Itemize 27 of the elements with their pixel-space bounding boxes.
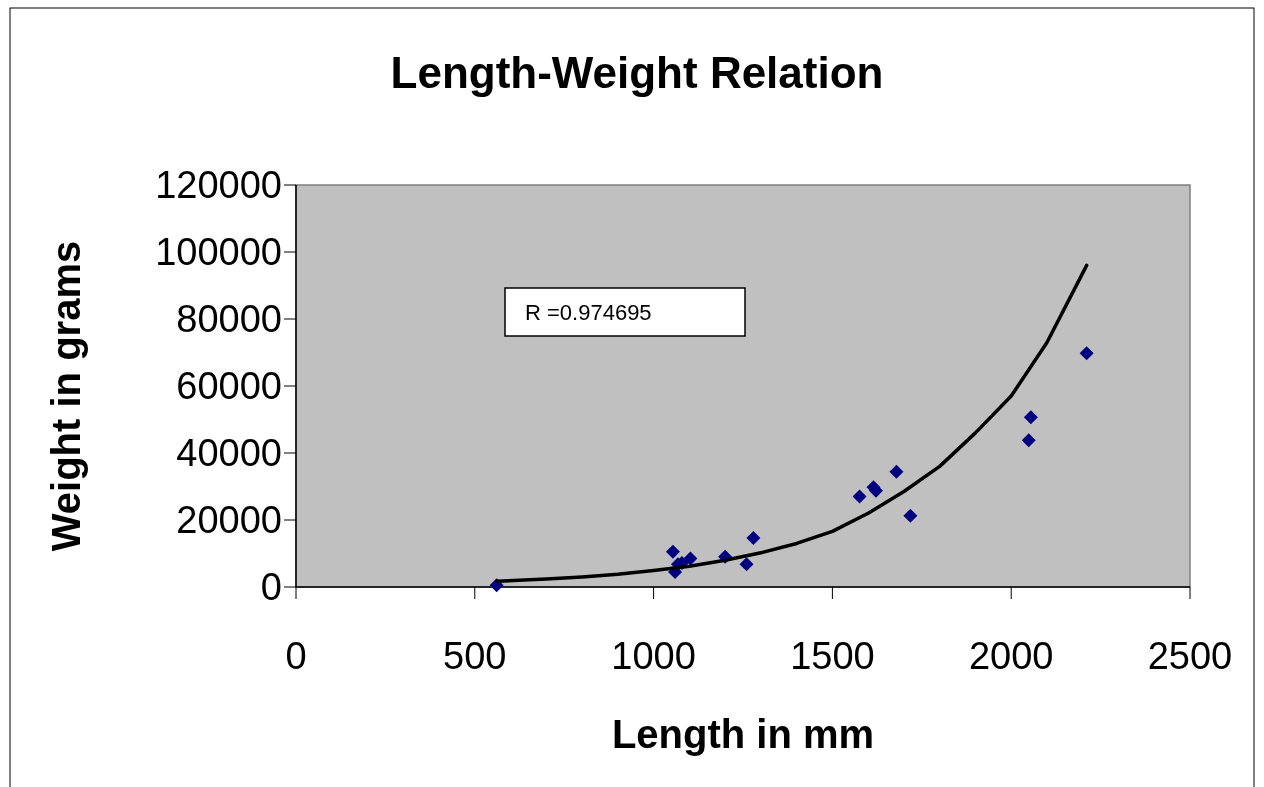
point: [889, 464, 904, 479]
x-tick-label: 1000: [611, 635, 696, 677]
text-box: R =0.974695: [504, 287, 746, 337]
y-tick-label: 60000: [176, 365, 282, 408]
y-tick-label: 20000: [176, 499, 282, 542]
point: [665, 544, 680, 559]
x-tick-label: 2000: [968, 635, 1054, 677]
point: [746, 531, 761, 546]
x-tick-label: 1500: [790, 635, 875, 677]
point: [1023, 410, 1038, 425]
y-tick-label: 40000: [176, 432, 282, 475]
point: [903, 508, 918, 523]
point: [683, 551, 698, 566]
chart-title: Length-Weight Relation: [390, 48, 884, 97]
y-tick-label: 80000: [176, 298, 282, 341]
x-tick-label: 500: [443, 635, 507, 677]
annotation: R =0.974695: [525, 300, 652, 325]
point: [1079, 346, 1094, 361]
y-axis-title: Weight in grams: [44, 240, 88, 552]
point: [852, 489, 867, 504]
x-axis-title: Length in mm: [611, 712, 875, 756]
y-tick-label: 0: [260, 566, 282, 609]
x-tick-label: 2500: [1147, 635, 1233, 677]
point: [1021, 433, 1036, 448]
y-tick-label: 100000: [155, 231, 282, 274]
point: [739, 557, 754, 572]
y-tick-label: 120000: [155, 164, 282, 207]
